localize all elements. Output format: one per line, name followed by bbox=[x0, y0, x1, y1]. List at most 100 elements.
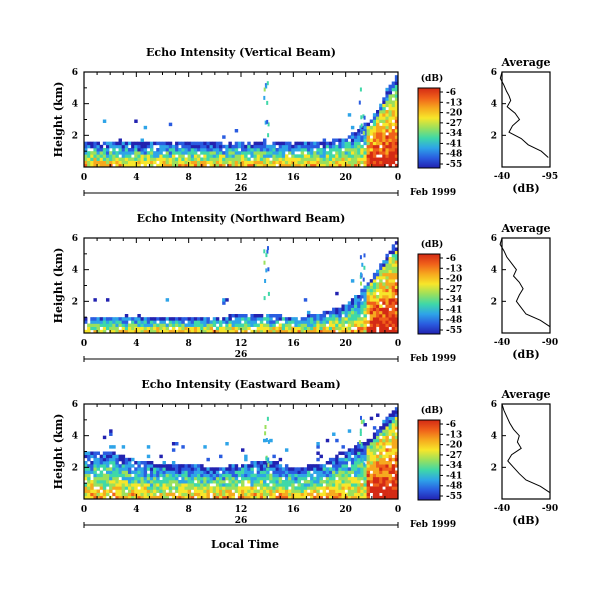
heatmap-cell bbox=[335, 323, 339, 327]
heatmap-cell bbox=[347, 467, 352, 471]
heatmap-cell bbox=[256, 323, 261, 327]
heatmap-cell bbox=[112, 480, 116, 484]
heatmap-cell bbox=[360, 473, 364, 478]
heatmap-cell bbox=[306, 157, 311, 161]
heatmap-cell bbox=[102, 141, 107, 146]
heatmap-cell bbox=[118, 483, 122, 487]
heatmap-cell bbox=[357, 138, 361, 142]
heatmap-cell bbox=[234, 141, 239, 146]
heatmap-cell bbox=[127, 154, 132, 158]
heatmap-cell bbox=[394, 78, 398, 82]
heatmap-cell bbox=[306, 141, 311, 146]
heatmap-cell bbox=[366, 480, 371, 484]
heatmap-cell bbox=[181, 476, 185, 481]
heatmap-cell bbox=[219, 320, 223, 324]
heatmap-cell bbox=[350, 480, 355, 484]
heatmap-cell bbox=[344, 141, 349, 146]
heatmap-cell bbox=[253, 160, 257, 165]
heatmap-cell bbox=[84, 451, 88, 455]
heatmap-cell bbox=[372, 285, 377, 289]
heatmap-cell bbox=[112, 492, 116, 497]
heatmap-cell bbox=[347, 317, 352, 321]
heatmap-cell bbox=[379, 141, 383, 146]
heatmap-cell bbox=[325, 144, 330, 149]
heatmap-cell bbox=[369, 119, 374, 123]
heatmap-cell bbox=[376, 495, 380, 499]
heatmap-cell bbox=[162, 317, 166, 321]
heatmap-cell bbox=[275, 160, 279, 165]
heatmap-cell bbox=[294, 326, 298, 331]
heatmap-cell bbox=[394, 125, 398, 130]
heatmap-cell bbox=[267, 463, 270, 468]
heatmap-cell bbox=[253, 314, 257, 318]
heatmap-cell bbox=[115, 317, 119, 321]
heatmap-cell bbox=[241, 486, 245, 490]
heatmap-cell bbox=[84, 476, 88, 481]
heatmap-cell bbox=[124, 160, 129, 165]
heatmap-cell bbox=[391, 138, 396, 142]
heatmap-cell bbox=[366, 307, 371, 312]
heatmap-cell bbox=[256, 480, 261, 484]
heatmap-cell bbox=[269, 320, 273, 324]
heatmap-cell bbox=[146, 486, 151, 490]
heatmap-cell bbox=[84, 320, 88, 324]
heatmap-cell bbox=[357, 151, 361, 155]
heatmap-cell bbox=[178, 492, 182, 497]
heatmap-cell bbox=[291, 473, 295, 478]
heatmap-cell bbox=[322, 329, 327, 333]
heatmap-cell bbox=[197, 326, 201, 331]
heatmap-cell bbox=[391, 413, 396, 417]
heatmap-cell bbox=[388, 257, 393, 261]
heatmap-cell bbox=[203, 486, 207, 490]
heatmap-cell bbox=[319, 329, 323, 333]
heatmap-cell bbox=[209, 480, 214, 484]
heatmap-cell bbox=[359, 296, 362, 301]
heatmap-cell bbox=[344, 461, 349, 465]
heatmap-cell bbox=[244, 323, 248, 327]
heatmap-cell bbox=[313, 476, 317, 481]
heatmap-cell bbox=[363, 317, 367, 321]
heatmap-cell bbox=[225, 154, 229, 158]
heatmap-cell bbox=[206, 476, 210, 481]
heatmap-cell bbox=[385, 442, 389, 446]
heatmap-cell bbox=[281, 480, 286, 484]
heatmap-cell bbox=[297, 329, 301, 333]
heatmap-cell bbox=[175, 486, 179, 490]
heatmap-cell bbox=[241, 464, 245, 468]
heatmap-cell bbox=[382, 307, 386, 312]
heatmap-cell bbox=[382, 110, 386, 114]
heatmap-cell bbox=[84, 141, 88, 146]
heatmap-cell bbox=[272, 160, 276, 165]
heatmap-cell bbox=[281, 163, 286, 167]
heatmap-cell bbox=[306, 323, 311, 327]
heatmap-cell bbox=[316, 160, 320, 165]
heatmap-cell bbox=[347, 448, 352, 452]
heatmap-cell bbox=[369, 288, 374, 293]
heatmap-cell bbox=[275, 476, 279, 481]
heatmap-cell bbox=[184, 326, 188, 331]
heatmap-cell bbox=[140, 138, 144, 142]
heatmap-cell bbox=[219, 141, 223, 146]
heatmap-cell bbox=[146, 320, 151, 324]
heatmap-cell bbox=[350, 125, 355, 130]
heatmap-cell bbox=[131, 163, 135, 167]
heatmap-cell bbox=[197, 470, 201, 474]
heatmap-cell bbox=[267, 133, 270, 138]
heatmap-cell bbox=[272, 323, 276, 327]
heatmap-cell bbox=[328, 461, 333, 465]
heatmap-cell bbox=[266, 314, 270, 318]
heatmap-cell bbox=[372, 486, 377, 490]
heatmap-cell bbox=[388, 266, 393, 270]
heatmap-cell bbox=[369, 416, 374, 421]
heatmap-cell bbox=[372, 138, 377, 142]
heatmap-cell bbox=[335, 151, 339, 155]
heatmap-cell bbox=[168, 486, 173, 490]
heatmap-cell bbox=[284, 154, 289, 158]
heatmap-cell bbox=[143, 326, 148, 331]
heatmap-cell bbox=[209, 326, 214, 331]
heatmap-cell bbox=[388, 122, 393, 127]
heatmap-cell bbox=[385, 495, 389, 499]
heatmap-cell bbox=[87, 480, 91, 484]
heatmap-cell bbox=[313, 323, 317, 327]
heatmap-cell bbox=[275, 480, 279, 484]
